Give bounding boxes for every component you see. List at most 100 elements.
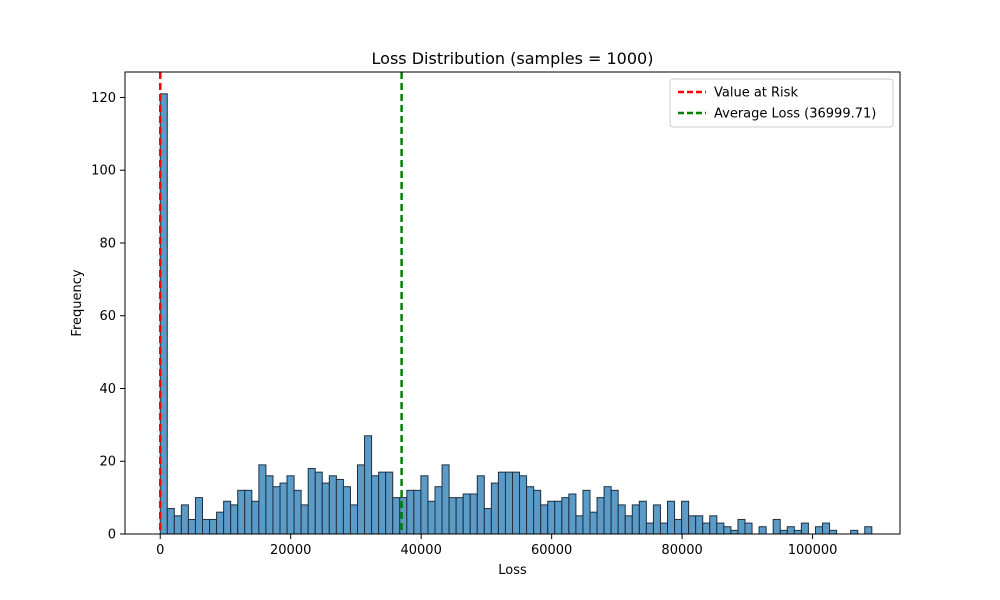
histogram-bar [561, 497, 570, 535]
histogram-bar [652, 504, 661, 535]
y-tick-label: 60 [99, 309, 116, 324]
histogram-bar [293, 489, 302, 535]
histogram-bar [364, 435, 373, 535]
histogram-bars [159, 93, 873, 535]
histogram-bar [638, 500, 647, 535]
histogram-bar [772, 518, 781, 535]
histogram-bar [335, 478, 344, 535]
histogram-bar [455, 497, 464, 535]
histogram-bar [342, 486, 351, 535]
y-tick-label: 40 [99, 382, 116, 397]
histogram-bar [279, 482, 288, 535]
histogram-bar [420, 475, 429, 535]
histogram-bar [512, 471, 521, 535]
histogram-bar [533, 489, 542, 535]
histogram-bar [702, 522, 711, 535]
legend-label-average-loss: Average Loss (36999.71) [714, 107, 876, 122]
y-tick-label: 80 [99, 236, 116, 251]
histogram-bar [483, 508, 492, 535]
histogram-bar [392, 497, 401, 535]
y-tick-label: 0 [108, 528, 116, 543]
histogram-bar [490, 482, 499, 535]
histogram-bar [723, 526, 732, 535]
histogram-bar [645, 522, 654, 535]
histogram-bar [730, 529, 739, 535]
histogram-bar [758, 526, 767, 535]
histogram-bar [582, 489, 591, 535]
histogram-bar [659, 522, 668, 535]
histogram-bar [800, 522, 809, 535]
histogram-bar [709, 515, 718, 535]
histogram-bar [476, 475, 485, 535]
x-tick-label: 60000 [531, 543, 572, 558]
histogram-bar [674, 518, 683, 535]
histogram-bar [216, 511, 225, 535]
histogram-bar [568, 493, 577, 535]
x-tick-label: 80000 [661, 543, 702, 558]
histogram-bar [300, 504, 309, 535]
histogram-bar [462, 493, 471, 535]
histogram-bar [547, 500, 556, 535]
histogram-bar [469, 493, 478, 535]
histogram-bar [589, 511, 598, 535]
histogram-bar [328, 475, 337, 535]
histogram-bar [681, 500, 690, 535]
x-tick-label: 0 [156, 543, 164, 558]
chart-title: Loss Distribution (samples = 1000) [372, 49, 654, 68]
histogram-bar [737, 518, 746, 535]
histogram-bar [575, 515, 584, 535]
histogram-bar [850, 529, 859, 535]
histogram-bar [321, 482, 330, 535]
histogram-bar [385, 471, 394, 535]
histogram-bar [744, 522, 753, 535]
x-axis-label: Loss [498, 563, 527, 578]
histogram-bar [265, 475, 274, 535]
histogram-bar [413, 489, 422, 535]
reference-lines [158, 72, 403, 534]
y-tick-label: 120 [91, 91, 116, 106]
histogram-bar [251, 500, 260, 535]
histogram-bar [554, 500, 563, 535]
histogram-bar [187, 518, 196, 535]
legend-label-value-at-risk: Value at Risk [714, 86, 798, 101]
histogram-bar [793, 529, 802, 535]
histogram-bar [504, 471, 514, 535]
histogram-bar [173, 515, 182, 535]
histogram-bar [258, 464, 267, 535]
histogram-bar [519, 475, 528, 535]
histogram-bar [434, 486, 443, 535]
histogram-bar [244, 489, 253, 535]
histogram-bar [223, 500, 232, 535]
histogram-bar [159, 93, 168, 535]
x-tick-label: 100000 [788, 543, 838, 558]
plot-area-frame [124, 71, 901, 535]
histogram-bar [180, 504, 189, 535]
histogram-bar [497, 471, 506, 535]
histogram-bar [237, 489, 246, 535]
histogram-bar [371, 475, 380, 535]
histogram-bar [314, 471, 323, 535]
histogram-bar [596, 497, 605, 535]
histogram-bar [814, 526, 823, 535]
histogram-bar [667, 500, 676, 535]
x-tick-label: 20000 [270, 543, 311, 558]
histogram-bar [864, 526, 873, 535]
histogram-bar [610, 489, 619, 535]
histogram-bar [441, 464, 450, 535]
histogram-bar [202, 518, 211, 535]
y-tick-label: 20 [99, 455, 116, 470]
histogram-bar [406, 489, 415, 535]
histogram-bar [194, 497, 203, 535]
histogram-bar [688, 515, 697, 535]
y-axis-label: Frequency [70, 269, 85, 336]
legend: Value at Risk Average Loss (36999.71) [669, 78, 894, 128]
histogram-bar [716, 522, 725, 535]
histogram-bar [166, 508, 175, 535]
histogram-bar [603, 486, 612, 535]
histogram-bar [624, 515, 633, 535]
histogram-bar [427, 500, 436, 535]
histogram-bar [378, 471, 387, 535]
histogram-bar [230, 504, 239, 535]
histogram-bar [209, 518, 218, 535]
